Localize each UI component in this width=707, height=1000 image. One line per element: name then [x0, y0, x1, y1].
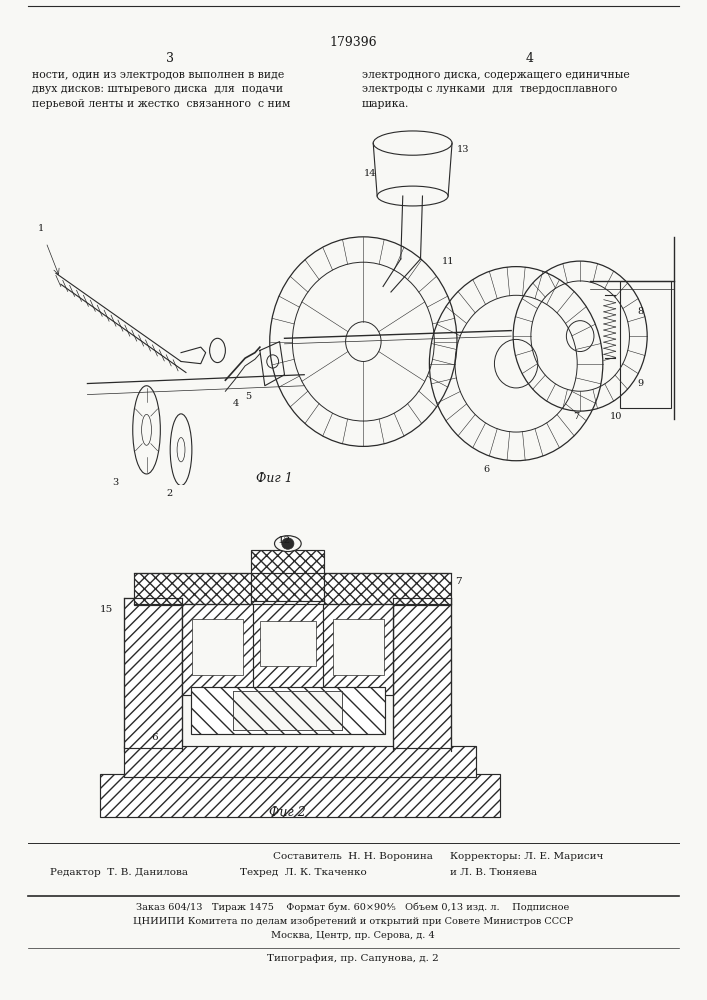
Text: 14: 14 — [363, 169, 376, 178]
Text: 11: 11 — [442, 257, 455, 266]
Text: 1: 1 — [38, 224, 45, 233]
Text: 7: 7 — [455, 577, 462, 586]
Text: 13: 13 — [457, 145, 469, 154]
Text: Корректоры: Л. Е. Марисич: Корректоры: Л. Е. Марисич — [450, 852, 603, 861]
Text: 8: 8 — [637, 307, 643, 316]
Bar — [233, 691, 342, 730]
Text: Москва, Центр, пр. Серова, д. 4: Москва, Центр, пр. Серова, д. 4 — [271, 931, 435, 940]
Text: 9: 9 — [637, 379, 643, 388]
Ellipse shape — [377, 186, 448, 206]
Bar — [252, 598, 325, 706]
Ellipse shape — [373, 131, 452, 155]
Text: 6: 6 — [151, 733, 158, 742]
Text: 4: 4 — [233, 399, 238, 408]
Bar — [134, 573, 452, 605]
Text: 12: 12 — [278, 536, 291, 545]
Text: Типография, пр. Сапунова, д. 2: Типография, пр. Сапунова, д. 2 — [267, 954, 439, 963]
Bar — [323, 604, 393, 695]
Text: 3: 3 — [166, 51, 174, 64]
Text: Редактор  Т. В. Данилова: Редактор Т. В. Данилова — [50, 868, 188, 877]
Text: Заказ 604/13   Тираж 1475    Формат бум. 60×90⅘   Объем 0,13 изд. л.    Подписно: Заказ 604/13 Тираж 1475 Формат бум. 60×9… — [136, 903, 570, 912]
Bar — [192, 618, 243, 675]
Text: 6: 6 — [484, 465, 490, 474]
Text: Составитель  Н. Н. Воронина: Составитель Н. Н. Воронина — [273, 852, 433, 861]
Text: 3: 3 — [112, 478, 118, 487]
Text: 7: 7 — [573, 412, 580, 421]
Circle shape — [282, 538, 294, 549]
Text: ности, один из электродов выполнен в виде
двух дисков: штыревого диска  для  под: ности, один из электродов выполнен в вид… — [32, 70, 291, 109]
Text: Фиг 1: Фиг 1 — [256, 472, 293, 485]
Bar — [260, 621, 316, 666]
Bar — [182, 604, 252, 695]
Text: электродного диска, содержащего единичные
электроды с лунками  для  твердосплавн: электродного диска, содержащего единичны… — [362, 70, 630, 109]
Text: 5: 5 — [245, 392, 251, 401]
Bar — [124, 746, 476, 777]
Bar — [393, 598, 452, 748]
Text: и Л. В. Тюняева: и Л. В. Тюняева — [450, 868, 537, 877]
Bar — [619, 281, 671, 408]
Text: Техред  Л. К. Ткаченко: Техред Л. К. Ткаченко — [240, 868, 367, 877]
Text: 4: 4 — [526, 51, 534, 64]
Text: 179396: 179396 — [329, 35, 377, 48]
Ellipse shape — [274, 536, 301, 552]
Text: 10: 10 — [609, 412, 622, 421]
Text: Фиг 2: Фиг 2 — [269, 806, 306, 819]
Text: 15: 15 — [100, 605, 113, 614]
Bar — [191, 687, 385, 734]
Bar — [252, 550, 325, 601]
Bar — [100, 774, 500, 817]
Text: 2: 2 — [166, 489, 173, 498]
Bar — [233, 691, 342, 730]
Bar — [124, 598, 182, 748]
Bar — [333, 618, 384, 675]
Text: ЦНИИПИ Комитета по делам изобретений и открытий при Совете Министров СССР: ЦНИИПИ Комитета по делам изобретений и о… — [133, 917, 573, 926]
